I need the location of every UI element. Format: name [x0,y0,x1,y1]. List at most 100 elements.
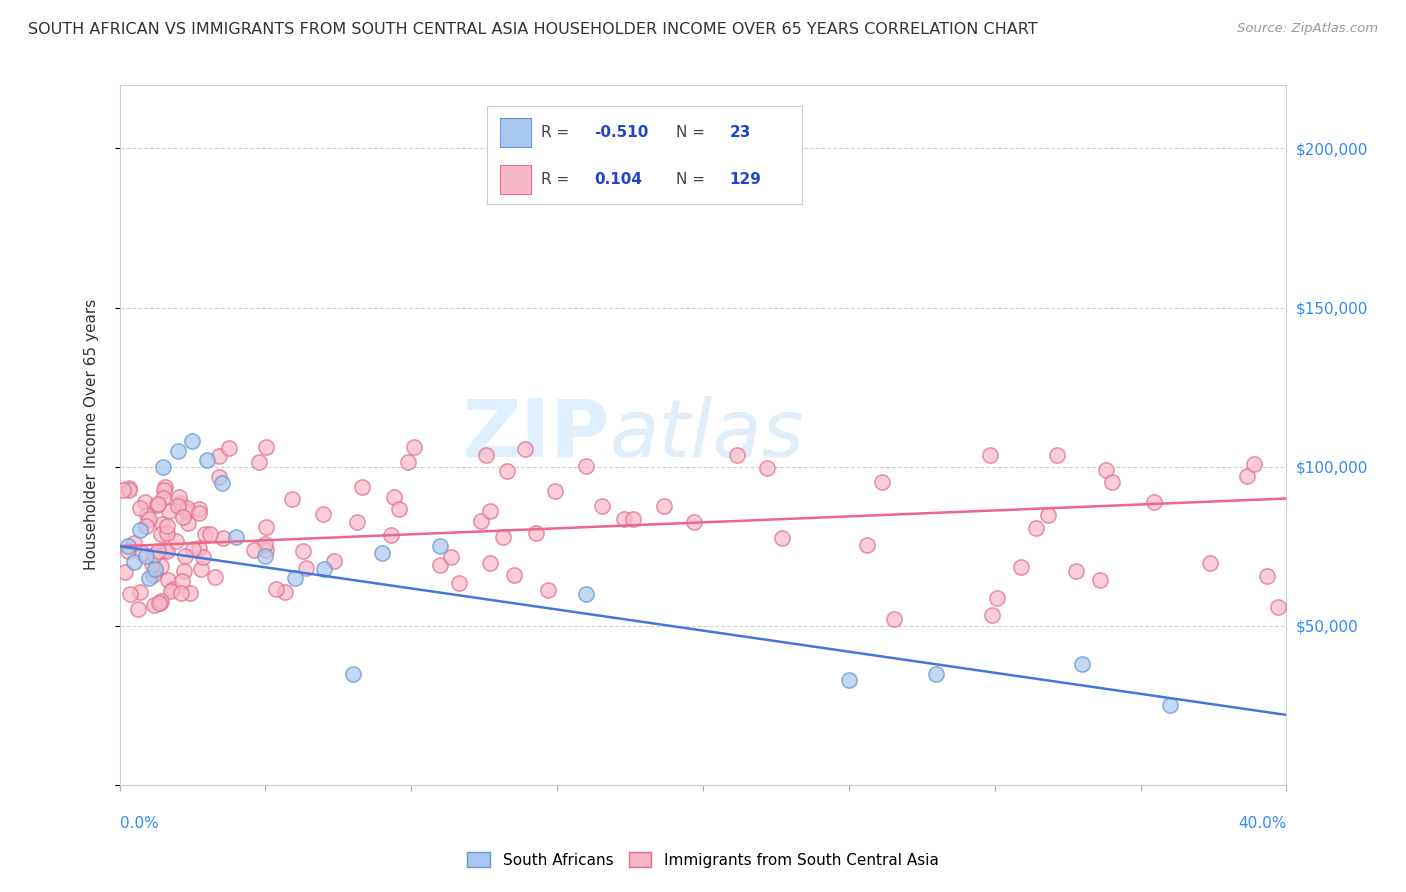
Point [1036,508,1059,522]
Point [980,607,1002,622]
Point [1090,573,1112,587]
Point [131,546,153,560]
Point [1094,463,1116,477]
Point [870,475,893,489]
Point [166,443,188,458]
Text: 40.0%: 40.0% [1239,816,1286,831]
Point [153,483,176,498]
Point [294,561,316,575]
Point [142,598,165,612]
Point [350,480,373,494]
Point [174,549,197,564]
Point [322,554,344,568]
Point [146,498,169,512]
Text: atlas: atlas [610,396,804,474]
Point [181,434,204,449]
Point [157,504,180,518]
Point [135,549,157,563]
Point [447,575,470,590]
Point [496,464,519,478]
Point [225,530,247,544]
Point [156,544,179,558]
Point [402,440,425,454]
Point [167,500,190,514]
Point [380,528,402,542]
Point [117,483,139,497]
Point [150,526,173,541]
Point [1010,559,1032,574]
Point [478,504,501,518]
Point [1236,468,1258,483]
Point [396,455,419,469]
Point [429,558,451,573]
Text: Source: ZipAtlas.com: Source: ZipAtlas.com [1237,22,1378,36]
Point [264,582,287,596]
Point [146,544,169,558]
Point [254,542,277,557]
Point [1199,556,1222,570]
Point [135,519,157,533]
Point [141,558,163,572]
Point [153,480,176,494]
Point [156,525,179,540]
Point [142,549,165,563]
Point [274,585,297,599]
Point [440,549,463,564]
Point [111,483,134,497]
Text: ZIP: ZIP [463,396,610,474]
Text: 0.0%: 0.0% [120,816,159,831]
Point [254,520,277,534]
Point [623,511,645,525]
Point [129,524,152,538]
Point [167,490,190,504]
Point [1159,698,1181,713]
Point [247,455,270,469]
Point [683,515,706,529]
Point [371,546,394,560]
Point [181,542,204,557]
Point [591,499,613,513]
Point [134,495,156,509]
Point [1066,564,1088,578]
Point [652,499,675,513]
Point [1243,457,1265,471]
Point [149,594,172,608]
Point [135,508,157,523]
Point [150,516,173,531]
Point [173,564,195,578]
Point [127,602,149,616]
Point [138,511,160,525]
Point [543,483,565,498]
Point [122,536,145,550]
Point [211,475,233,490]
Point [176,501,198,516]
Point [188,501,211,516]
Point [284,571,307,585]
Point [122,555,145,569]
Point [243,543,266,558]
Point [114,565,136,579]
Point [208,449,231,463]
Point [156,519,179,533]
Point [138,571,160,585]
Point [342,666,364,681]
Point [204,570,226,584]
Point [172,574,194,588]
Point [478,557,501,571]
Point [838,673,860,687]
Point [613,512,636,526]
Point [143,561,166,575]
Text: SOUTH AFRICAN VS IMMIGRANTS FROM SOUTH CENTRAL ASIA HOUSEHOLDER INCOME OVER 65 Y: SOUTH AFRICAN VS IMMIGRANTS FROM SOUTH C… [28,22,1038,37]
Point [118,481,141,495]
Point [169,496,191,510]
Point [188,541,211,555]
Point [142,567,165,582]
Point [280,492,302,507]
Point [1071,657,1094,671]
Point [1046,448,1069,462]
Point [770,532,793,546]
Point [575,459,598,474]
Point [1101,475,1123,489]
Point [129,585,152,599]
Point [388,501,411,516]
